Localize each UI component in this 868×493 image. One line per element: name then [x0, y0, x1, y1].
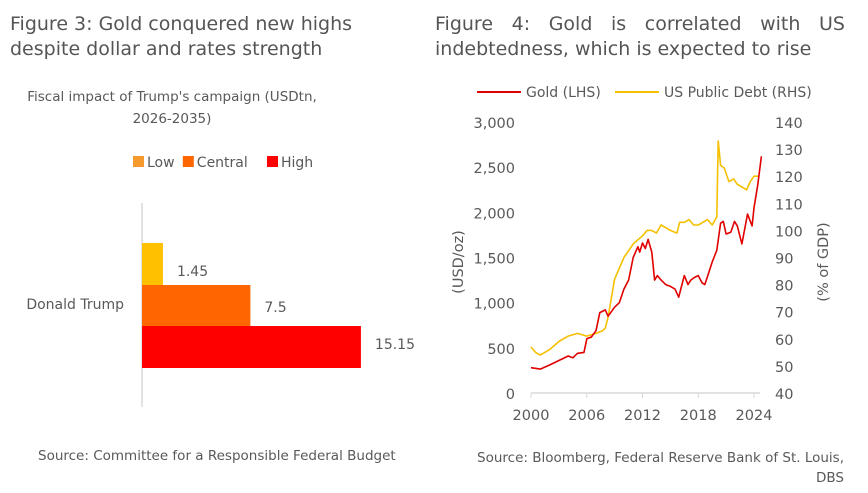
data-label-low: 1.45: [177, 264, 208, 280]
bar-high: [142, 326, 361, 368]
data-label-high: 15.15: [375, 337, 415, 353]
figure3-source: Source: Committee for a Responsible Fede…: [38, 448, 396, 464]
y2-tick-label: 70: [775, 306, 793, 322]
legend-label-1: US Public Debt (RHS): [664, 85, 812, 101]
y2-tick-label: 110: [775, 197, 803, 213]
y2-tick-label: 90: [775, 252, 793, 268]
legend-label-high: High: [281, 155, 313, 171]
y-tick-label: 3,000: [473, 116, 515, 132]
legend-label-low: Low: [147, 155, 175, 171]
y-tick-label: 2,000: [473, 206, 515, 222]
x-tick-label: 2000: [513, 408, 550, 424]
y2-tick-label: 100: [775, 224, 803, 240]
gold-line: [530, 156, 763, 370]
y2-tick-label: 50: [775, 360, 793, 376]
legend-swatch-high: [267, 156, 278, 167]
chart-title-line1: Fiscal impact of Trump's campaign (USDtn…: [27, 89, 317, 105]
bar-chart: Fiscal impact of Trump's campaign (USDtn…: [26, 89, 415, 407]
x-tick-label: 2012: [624, 408, 661, 424]
y2-tick-label: 40: [775, 387, 793, 403]
bar-low: [142, 243, 163, 285]
y2-tick-label: 120: [775, 170, 803, 186]
y2-tick-label: 140: [775, 116, 803, 132]
legend-label-central: Central: [197, 155, 248, 171]
x-tick-label: 2018: [680, 408, 717, 424]
y-tick-label: 1,500: [473, 252, 515, 268]
y2-axis-label: (% of GDP): [816, 222, 832, 301]
figure3-title: Figure 3: Gold conquered new highs despi…: [10, 13, 353, 60]
y-tick-label: 0: [506, 387, 515, 403]
y-axis-label: (USD/oz): [451, 230, 467, 294]
bar-central: [142, 285, 251, 327]
x-tick-label: 2024: [736, 408, 773, 424]
y2-tick-label: 130: [775, 143, 803, 159]
debt-line: [530, 140, 759, 356]
category-label: Donald Trump: [26, 297, 124, 313]
figure4-source: Source: Bloomberg, Federal Reserve Bank …: [477, 450, 844, 486]
legend-label-0: Gold (LHS): [526, 85, 601, 101]
y2-tick-label: 60: [775, 333, 793, 349]
line-chart: Gold (LHS) US Public Debt (RHS) 0 500 1,000 1…: [451, 85, 832, 424]
y-tick-label: 1,000: [473, 297, 515, 313]
x-tick-label: 2006: [568, 408, 605, 424]
y-tick-label: 500: [487, 342, 515, 358]
legend-swatch-central: [182, 156, 194, 167]
chart-title-line2: 2026-2035): [133, 111, 212, 127]
legend-swatch-low: [133, 156, 144, 167]
y-tick-label: 2,500: [473, 161, 515, 177]
figure4-title: Figure 4: Gold is correlated with US ind…: [435, 13, 845, 60]
data-label-central: 7.5: [264, 300, 286, 316]
y2-tick-label: 80: [775, 279, 793, 295]
